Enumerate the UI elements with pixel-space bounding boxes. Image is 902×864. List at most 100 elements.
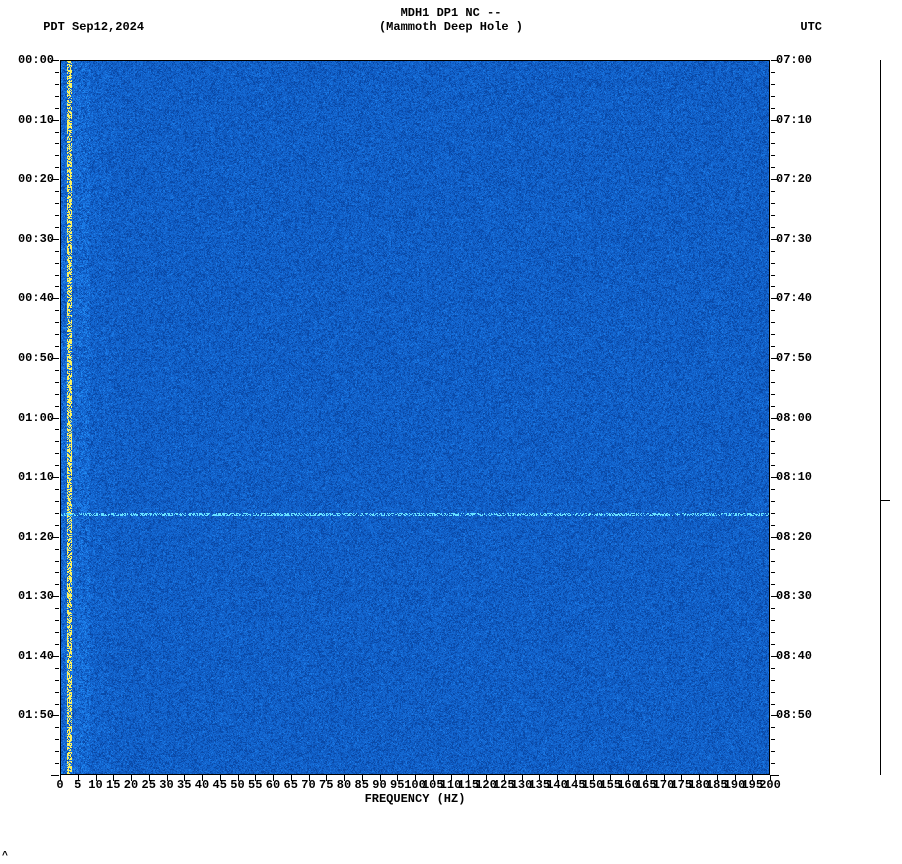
y-minor-tick-left (55, 275, 59, 276)
y-minor-tick-right (771, 96, 775, 97)
y-label-right: 07:50 (776, 351, 812, 365)
y-label-right: 07:30 (776, 232, 812, 246)
y-minor-tick-left (55, 310, 59, 311)
y-minor-tick-left (55, 453, 59, 454)
x-label: 65 (284, 778, 298, 792)
y-label-right: 08:20 (776, 530, 812, 544)
x-label: 40 (195, 778, 209, 792)
y-label-right: 07:00 (776, 53, 812, 67)
y-minor-tick-left (55, 382, 59, 383)
y-minor-tick-right (771, 370, 775, 371)
y-minor-tick-right (771, 751, 775, 752)
y-minor-tick-left (55, 561, 59, 562)
y-minor-tick-left (55, 72, 59, 73)
y-minor-tick-left (55, 501, 59, 502)
y-minor-tick-right (771, 203, 775, 204)
y-minor-tick-right (771, 227, 775, 228)
y-minor-tick-left (55, 692, 59, 693)
station-title-2: (Mammoth Deep Hole ) (0, 20, 902, 34)
x-label: 60 (266, 778, 280, 792)
x-label: 200 (759, 778, 781, 792)
footnote: ^ (2, 851, 8, 862)
y-minor-tick-left (55, 96, 59, 97)
x-label: 80 (337, 778, 351, 792)
y-minor-tick-right (771, 406, 775, 407)
y-label-right: 08:50 (776, 708, 812, 722)
y-minor-tick-right (771, 465, 775, 466)
y-label-left: 00:30 (18, 232, 54, 246)
y-minor-tick-right (771, 513, 775, 514)
y-minor-tick-right (771, 561, 775, 562)
y-minor-tick-right (771, 692, 775, 693)
y-minor-tick-left (55, 251, 59, 252)
x-label: 0 (56, 778, 63, 792)
y-minor-tick-right (771, 704, 775, 705)
y-minor-tick-left (55, 584, 59, 585)
y-minor-tick-right (771, 429, 775, 430)
y-minor-tick-left (55, 167, 59, 168)
y-minor-tick-left (55, 465, 59, 466)
y-minor-tick-right (771, 167, 775, 168)
y-label-left: 01:20 (18, 530, 54, 544)
y-minor-tick-left (55, 739, 59, 740)
x-label: 20 (124, 778, 138, 792)
y-minor-tick-left (55, 191, 59, 192)
y-label-left: 01:40 (18, 649, 54, 663)
x-label: 50 (230, 778, 244, 792)
x-label: 85 (355, 778, 369, 792)
y-minor-tick-left (55, 668, 59, 669)
y-minor-tick-right (771, 132, 775, 133)
x-label: 10 (88, 778, 102, 792)
y-minor-tick-right (771, 191, 775, 192)
y-minor-tick-right (771, 143, 775, 144)
x-axis-title: FREQUENCY (HZ) (60, 792, 770, 806)
y-minor-tick-right (771, 668, 775, 669)
y-minor-tick-left (55, 143, 59, 144)
x-label: 75 (319, 778, 333, 792)
y-minor-tick-right (771, 620, 775, 621)
x-label: 55 (248, 778, 262, 792)
y-label-right: 08:10 (776, 470, 812, 484)
y-label-left: 01:00 (18, 411, 54, 425)
y-minor-tick-right (771, 382, 775, 383)
y-minor-tick-right (771, 310, 775, 311)
y-minor-tick-left (55, 704, 59, 705)
y-minor-tick-right (771, 680, 775, 681)
y-minor-tick-left (55, 215, 59, 216)
y-label-right: 08:40 (776, 649, 812, 663)
y-minor-tick-left (55, 680, 59, 681)
plot-border (60, 60, 770, 775)
y-minor-tick-left (55, 644, 59, 645)
y-minor-tick-left (55, 489, 59, 490)
y-minor-tick-left (55, 84, 59, 85)
x-label: 5 (74, 778, 81, 792)
y-label-left: 01:10 (18, 470, 54, 484)
y-minor-tick-left (55, 346, 59, 347)
y-minor-tick-right (771, 394, 775, 395)
x-label: 95 (390, 778, 404, 792)
y-minor-tick-right (771, 84, 775, 85)
y-minor-tick-left (55, 203, 59, 204)
y-label-right: 08:00 (776, 411, 812, 425)
x-label: 70 (301, 778, 315, 792)
x-label: 90 (372, 778, 386, 792)
y-label-left: 01:50 (18, 708, 54, 722)
y-minor-tick-right (771, 549, 775, 550)
y-minor-tick-left (55, 727, 59, 728)
y-label-right: 07:40 (776, 291, 812, 305)
y-minor-tick-left (55, 108, 59, 109)
y-minor-tick-left (55, 370, 59, 371)
y-label-left: 01:30 (18, 589, 54, 603)
x-label: 25 (142, 778, 156, 792)
y-label-right: 08:30 (776, 589, 812, 603)
y-minor-tick-right (771, 72, 775, 73)
page-root: PDT Sep12,2024 MDH1 DP1 NC -- (Mammoth D… (0, 0, 902, 864)
y-minor-tick-left (55, 751, 59, 752)
header: PDT Sep12,2024 MDH1 DP1 NC -- (Mammoth D… (0, 6, 902, 36)
y-minor-tick-right (771, 346, 775, 347)
y-minor-tick-right (771, 727, 775, 728)
header-center: MDH1 DP1 NC -- (Mammoth Deep Hole ) (0, 6, 902, 34)
x-label: 30 (159, 778, 173, 792)
y-minor-tick-right (771, 572, 775, 573)
y-minor-tick-right (771, 441, 775, 442)
